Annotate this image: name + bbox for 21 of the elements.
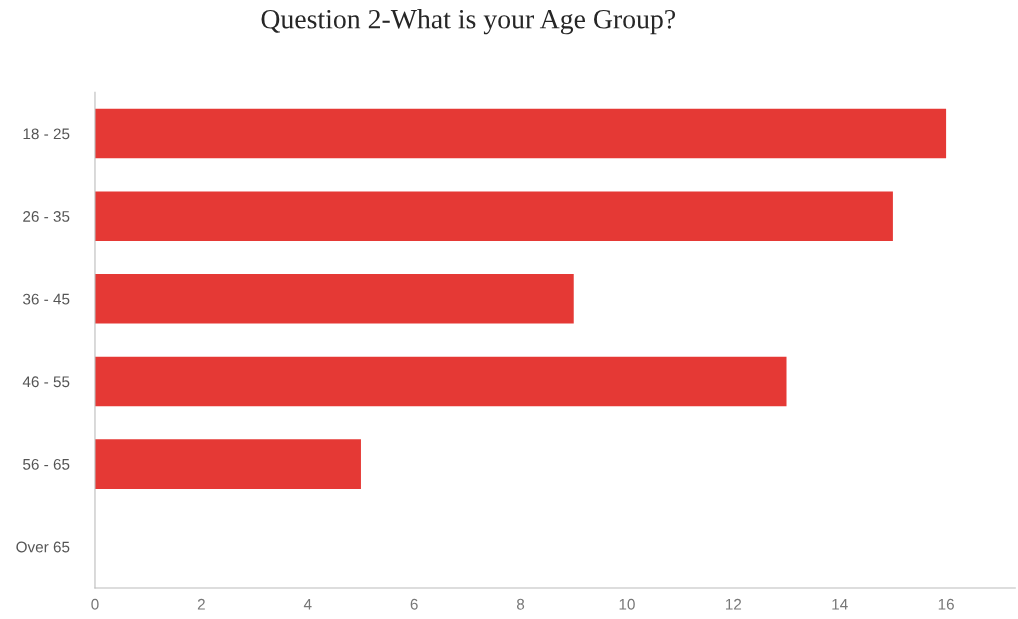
- y-tick-label: 26 - 35: [23, 211, 70, 222]
- x-tick-label: 10: [619, 598, 635, 610]
- y-tick-label: 46 - 55: [22, 376, 70, 388]
- bar: [94, 274, 574, 324]
- bar: [94, 439, 361, 489]
- chart-title: Question 2-What is your Age Group?: [261, 9, 676, 35]
- x-tick-label: 2: [197, 598, 205, 610]
- y-tick-label: Over 65: [16, 541, 70, 553]
- x-tick-label: 4: [303, 599, 312, 610]
- x-tick-label: 0: [91, 598, 99, 610]
- x-tick-label: 12: [725, 598, 742, 610]
- bar: [94, 108, 947, 159]
- bar: [94, 356, 787, 407]
- x-tick-label: 14: [832, 599, 848, 610]
- bar: [94, 191, 893, 241]
- y-tick-label: 18 - 25: [23, 128, 70, 140]
- y-tick-label: 56 - 65: [23, 458, 70, 470]
- y-tick-label: 36 - 45: [23, 293, 70, 305]
- x-tick-label: 16: [938, 598, 954, 610]
- x-tick-label: 8: [516, 598, 525, 610]
- x-tick-label: 6: [410, 598, 418, 610]
